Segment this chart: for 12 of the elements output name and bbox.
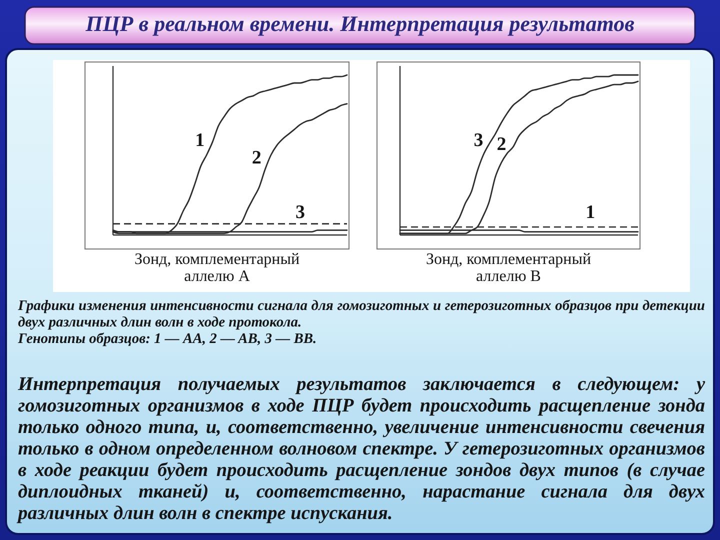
text: Графики изменения интенсивности сигнала для гомозиготных и гетерозиготных образцов при детекции двух различных длин волн в ходе протокола. xyxy=(18,298,706,330)
series-label: 1 xyxy=(586,202,596,224)
series-label: 1 xyxy=(195,130,205,151)
text: Зонд, комплементарный аллелю В xyxy=(426,251,592,285)
text: Интерпретация получаемых результатов заключается в следующем: у гомозиготных организмов в ходе ПЦР будет происходить расщепление зонда только одного типа, и, соответственно, увеличение интенсивности свечения только в одном определенном волновом спектре. У гетерозиготных организмов в ходе реакции будет происходить расщепление зондов двух типов (в случае диплоидных тканей) и, соответственно, нарастание сигнала для двух различных длин волн в спектре испускания. xyxy=(18,374,706,524)
text: Генотипы образцов: 1 — AA, 2 — AB, 3 — BB. xyxy=(17,331,317,347)
text: ПЦР в реальном времени. Интерпретация результатов xyxy=(84,11,635,36)
series-label: 3 xyxy=(295,202,305,224)
series-label: 3 xyxy=(474,130,484,151)
series-label: 2 xyxy=(252,147,262,168)
series-label: 2 xyxy=(496,134,506,155)
text: Зонд, комплементарный аллелю А xyxy=(134,251,300,285)
